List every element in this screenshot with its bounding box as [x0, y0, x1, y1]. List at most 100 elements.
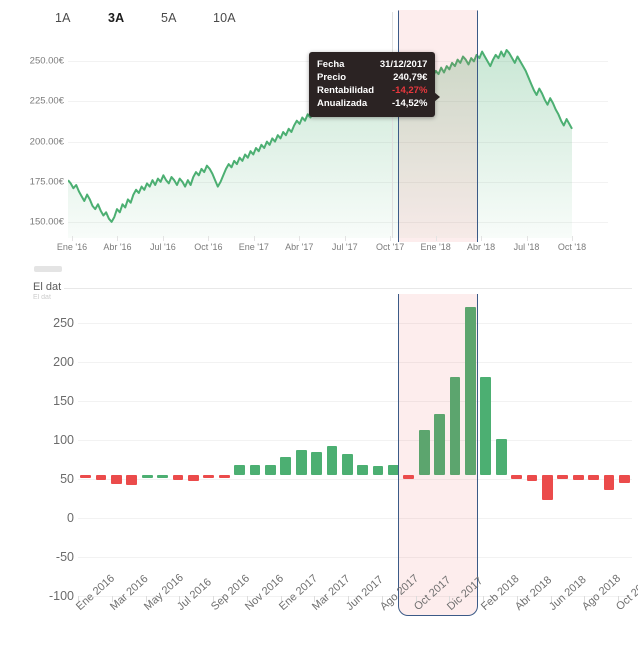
- tooltip-arrow-icon: [434, 92, 441, 102]
- bar-x-tick: [314, 596, 316, 602]
- bar-x-tick: [78, 596, 79, 602]
- bar[interactable]: [264, 465, 276, 476]
- range-button-3a[interactable]: 3A: [108, 11, 125, 25]
- price-y-tick-label: 200.00€: [29, 136, 64, 148]
- bar[interactable]: [418, 430, 430, 476]
- range-button-5a[interactable]: 5A: [161, 11, 177, 25]
- range-selector: 1A 3A 5A 10A: [0, 0, 638, 40]
- price-x-tick: [390, 236, 392, 241]
- bar[interactable]: [280, 456, 292, 476]
- tooltip-value: -14,27%: [392, 85, 428, 96]
- bar[interactable]: [372, 465, 384, 476]
- price-x-tick: [253, 236, 255, 241]
- bar[interactable]: [249, 465, 261, 476]
- tooltip-row: Anualizada -14,52%: [317, 97, 427, 110]
- bar-x-tick: [516, 596, 518, 602]
- bar[interactable]: [588, 475, 599, 480]
- price-x-tick: [208, 236, 210, 241]
- bar[interactable]: [557, 475, 569, 480]
- bar-x-axis: Ene 2016 Mar 2016 May 2016 Jul 2016 Sep 2016…: [0, 572, 638, 672]
- bar-x-tick: [381, 596, 383, 602]
- gridline: [78, 362, 632, 364]
- range-button-10a[interactable]: 10A: [213, 11, 236, 25]
- bar[interactable]: [203, 475, 215, 479]
- price-x-tick-label: Jul '17: [331, 242, 358, 252]
- bar-x-tick: [550, 596, 552, 602]
- price-x-tick-label: Ene '16: [56, 242, 88, 252]
- price-x-tick-label: Ene '18: [420, 242, 451, 252]
- bar[interactable]: [80, 475, 92, 479]
- bar[interactable]: [95, 475, 107, 480]
- gridline: [78, 557, 632, 559]
- mid-divider: [58, 288, 632, 289]
- bar[interactable]: [326, 446, 338, 476]
- price-x-tick-label: Jul '18: [513, 242, 540, 252]
- bar[interactable]: [480, 377, 492, 476]
- price-x-tick: [344, 236, 346, 241]
- bar[interactable]: [357, 465, 369, 476]
- bar[interactable]: [465, 307, 476, 476]
- bar[interactable]: [311, 451, 322, 476]
- bar[interactable]: [495, 438, 507, 476]
- price-x-tick: [526, 236, 528, 241]
- bar[interactable]: [572, 475, 584, 480]
- price-x-tick-label: Ene '17: [238, 242, 269, 252]
- bar[interactable]: [449, 377, 461, 476]
- bar-y-tick-label: 200: [53, 355, 74, 370]
- gridline: [78, 518, 632, 520]
- price-x-tick-label: Abr '16: [103, 242, 132, 252]
- bar-y-tick-label: 150: [53, 394, 74, 409]
- bar[interactable]: [388, 465, 399, 476]
- skeleton-placeholder: [34, 266, 62, 272]
- bar-x-tick: [145, 596, 147, 602]
- price-x-tick-label: Oct '16: [194, 242, 223, 252]
- bar-x-tick: [584, 596, 586, 602]
- price-x-axis: Ene '16 Abr '16 Jul '16 Oct '16 Ene '17 Abr '…: [0, 236, 638, 258]
- bar[interactable]: [188, 475, 199, 482]
- mid-strip: [0, 258, 638, 304]
- price-y-tick-label: 175.00€: [29, 176, 64, 188]
- tooltip-key: Rentabilidad: [317, 85, 375, 96]
- bar[interactable]: [603, 475, 615, 491]
- bar-x-tick: [246, 596, 248, 602]
- bar[interactable]: [295, 450, 307, 476]
- tooltip-value: 31/12/2017: [379, 59, 428, 70]
- bar[interactable]: [541, 475, 553, 501]
- price-y-axis: 150.00€ 175.00€ 200.00€ 225.00€ 250.00€: [0, 36, 64, 248]
- bar-y-tick-label: 100: [53, 433, 74, 448]
- bar[interactable]: [234, 465, 245, 476]
- price-x-tick: [572, 236, 573, 241]
- price-x-tick-label: Jul '16: [150, 242, 176, 252]
- price-x-tick-label: Oct '18: [557, 242, 587, 252]
- price-x-tick: [72, 236, 73, 241]
- tooltip-key: Anualizada: [317, 98, 368, 109]
- bar[interactable]: [218, 475, 230, 479]
- range-button-1a[interactable]: 1A: [55, 11, 71, 25]
- bar-plot-area[interactable]: [78, 294, 632, 616]
- tooltip-value: -14,52%: [392, 98, 428, 109]
- bar[interactable]: [511, 475, 522, 480]
- bar[interactable]: [157, 475, 169, 479]
- tooltip-row: Rentabilidad -14,27%: [317, 84, 427, 97]
- bar[interactable]: [618, 475, 630, 484]
- gridline: [78, 596, 632, 597]
- bar-x-tick: [348, 596, 349, 602]
- bar-y-tick-label: 0: [67, 511, 74, 526]
- bar[interactable]: [403, 475, 415, 480]
- bar[interactable]: [434, 413, 446, 476]
- tooltip-key: Precio: [317, 72, 347, 83]
- bar[interactable]: [141, 475, 153, 479]
- tooltip-row: Fecha 31/12/2017: [317, 58, 427, 71]
- bar[interactable]: [172, 475, 184, 480]
- bar[interactable]: [526, 475, 538, 481]
- bar[interactable]: [126, 475, 138, 485]
- price-x-tick: [117, 236, 119, 241]
- price-x-tick-label: Abr '17: [285, 242, 314, 252]
- bar[interactable]: [111, 475, 122, 484]
- mid-caption: El dat: [33, 281, 65, 293]
- price-x-tick: [299, 236, 301, 241]
- tooltip-row: Precio 240,79€: [317, 71, 427, 84]
- mid-caption-ghost: El dat: [33, 294, 51, 300]
- gridline: [78, 401, 632, 403]
- bar[interactable]: [341, 454, 353, 476]
